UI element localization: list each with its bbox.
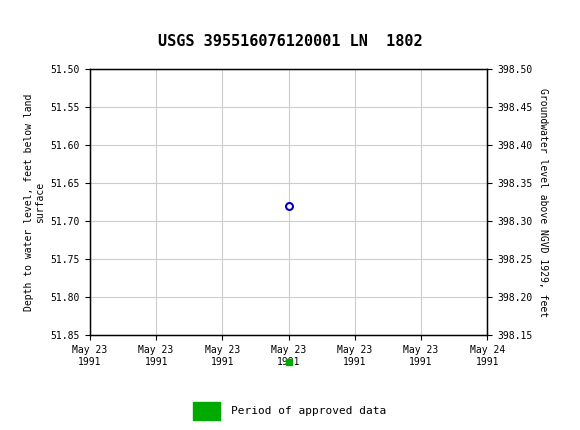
Y-axis label: Depth to water level, feet below land
surface: Depth to water level, feet below land su… <box>24 93 45 311</box>
Y-axis label: Groundwater level above NGVD 1929, feet: Groundwater level above NGVD 1929, feet <box>538 88 548 316</box>
Bar <box>193 402 220 420</box>
Text: ▒▒USGS: ▒▒USGS <box>9 15 74 37</box>
Text: USGS 395516076120001 LN  1802: USGS 395516076120001 LN 1802 <box>158 34 422 49</box>
Text: Period of approved data: Period of approved data <box>231 405 386 416</box>
